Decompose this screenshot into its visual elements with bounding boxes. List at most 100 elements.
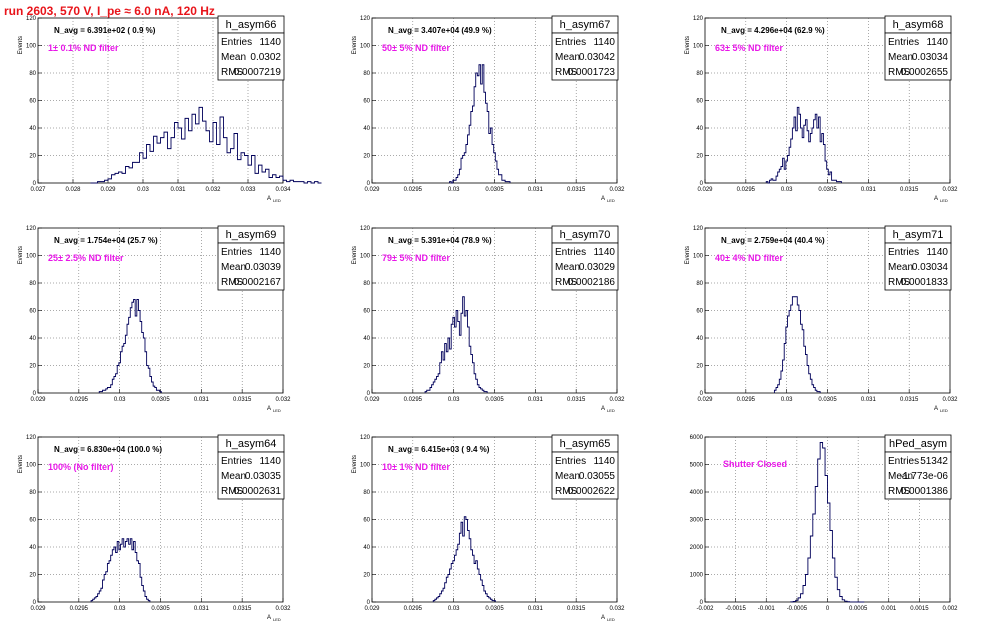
x-tick-label: 0.031	[861, 187, 877, 193]
stats-entries-value: 1140	[593, 456, 615, 467]
x-tick-label: 0.0305	[151, 606, 170, 612]
histogram-line	[90, 106, 322, 184]
y-axis-label: Events	[685, 36, 691, 54]
y-tick-label: 120	[26, 226, 37, 232]
x-tick-label: 0.029	[697, 187, 713, 193]
n-avg-label: N_avg = 5.391e+04 (78.9 %)	[388, 236, 492, 245]
x-tick-label: 0.032	[609, 187, 625, 193]
x-tick-label: 0.03	[781, 187, 793, 193]
y-tick-label: 100	[360, 254, 371, 260]
y-tick-label: 120	[360, 16, 371, 22]
stats-mean-label: Mean	[888, 52, 913, 63]
x-tick-label: 0.0305	[485, 187, 504, 193]
stats-entries-value: 1140	[926, 247, 948, 258]
y-tick-label: 0	[367, 600, 371, 606]
x-tick-label: 0.03	[448, 397, 460, 403]
x-axis-label-sub: LED	[607, 198, 615, 203]
x-tick-label: 0.031	[170, 187, 186, 193]
y-tick-label: 40	[29, 126, 36, 132]
histogram-line	[432, 516, 496, 602]
stats-entries-label: Entries	[221, 247, 252, 258]
x-tick-label: 0.03	[137, 187, 149, 193]
y-tick-label: 20	[696, 154, 703, 160]
x-tick-label: 0.0315	[233, 606, 252, 612]
x-tick-label: 0.0315	[567, 397, 586, 403]
stats-box	[217, 242, 285, 291]
x-tick-label: 0.0295	[70, 606, 89, 612]
x-tick-label: 0.0315	[233, 397, 252, 403]
y-tick-label: 100	[693, 254, 704, 260]
stats-rms-value: 0.0002167	[234, 277, 282, 288]
y-tick-label: 1000	[690, 573, 704, 579]
y-tick-label: 40	[696, 126, 703, 132]
x-tick-label: 0.0315	[567, 187, 586, 193]
stats-entries-label: Entries	[221, 37, 252, 48]
x-tick-label: 0.002	[942, 606, 958, 612]
x-axis-label: A	[267, 615, 271, 621]
x-tick-label: 0.029	[364, 397, 380, 403]
x-tick-label: 0.0305	[485, 606, 504, 612]
x-axis-label-sub: LED	[607, 617, 615, 622]
stats-entries-label: Entries	[888, 37, 919, 48]
x-tick-label: 0.032	[942, 397, 958, 403]
stats-rms-value: 0.0007219	[234, 67, 282, 78]
x-tick-label: 0.034	[275, 187, 291, 193]
histogram-line	[790, 442, 865, 603]
stats-rms-value: 0.0002186	[568, 277, 616, 288]
y-tick-label: 60	[29, 99, 36, 105]
stats-mean-value: 0.0302	[250, 52, 281, 63]
y-tick-label: 2000	[690, 545, 704, 551]
y-tick-label: 4000	[690, 490, 704, 496]
stats-mean-label: Mean	[888, 471, 913, 482]
stats-box	[884, 32, 952, 81]
x-tick-label: 0.03	[448, 606, 460, 612]
y-tick-label: 80	[363, 490, 370, 496]
x-tick-label: 0.0305	[818, 187, 837, 193]
histogram-name: h_asym68	[893, 19, 944, 31]
x-axis-label: A	[601, 196, 605, 202]
x-tick-label: 0.0295	[404, 397, 423, 403]
stats-mean-label: Mean	[555, 52, 580, 63]
n-avg-label: N_avg = 6.830e+04 (100.0 %)	[54, 445, 162, 454]
x-tick-label: 0.0315	[567, 606, 586, 612]
stats-rms-label: RMS	[221, 486, 244, 497]
y-tick-label: 100	[360, 463, 371, 469]
stats-box	[884, 242, 952, 291]
histogram-line	[90, 538, 151, 602]
x-tick-label: 0.0295	[404, 606, 423, 612]
y-tick-label: 0	[700, 600, 704, 606]
stats-entries-value: 1140	[593, 247, 615, 258]
histogram-panel: 0.029 0.0295 0.03 0.0305 0.031 0.0315 0.032 0 20…	[352, 434, 625, 622]
y-tick-label: 120	[360, 226, 371, 232]
y-tick-label: 3000	[690, 518, 704, 524]
y-tick-label: 40	[363, 126, 370, 132]
histogram-name: h_asym66	[226, 19, 277, 31]
x-tick-label: 0.029	[30, 397, 46, 403]
histogram-line	[765, 106, 842, 184]
histogram-panel: 0.029 0.0295 0.03 0.0305 0.031 0.0315 0.032 0 20…	[685, 15, 958, 203]
x-tick-label: 0.029	[30, 606, 46, 612]
stats-entries-value: 1140	[259, 37, 281, 48]
x-tick-label: 0.03	[114, 606, 126, 612]
stats-entries-label: Entries	[555, 456, 586, 467]
filter-label: 25± 2.5% ND filter	[48, 253, 124, 263]
y-tick-label: 20	[29, 364, 36, 370]
x-tick-label: 0.029	[697, 397, 713, 403]
stats-mean-value: 0.03029	[579, 262, 616, 273]
y-tick-label: 6000	[690, 435, 704, 441]
stats-entries-value: 1140	[259, 247, 281, 258]
histogram-panel: 0.029 0.0295 0.03 0.0305 0.031 0.0315 0.032 0 20…	[685, 225, 958, 413]
run-title: run 2603, 570 V, I_pe ≈ 6.0 nA, 120 Hz	[4, 4, 215, 18]
histogram-panel: 0.029 0.0295 0.03 0.0305 0.031 0.0315 0.032 0 20…	[352, 225, 625, 413]
y-tick-label: 40	[29, 336, 36, 342]
x-tick-label: 0.0005	[849, 606, 868, 612]
stats-rms-value: 0.0001833	[901, 277, 949, 288]
histogram-line	[424, 296, 488, 393]
y-tick-label: 0	[33, 391, 37, 397]
stats-rms-label: RMS	[555, 277, 578, 288]
stats-mean-value: 0.03055	[579, 471, 616, 482]
stats-mean-value: 0.03039	[245, 262, 282, 273]
x-tick-label: 0.032	[275, 606, 291, 612]
y-tick-label: 60	[363, 518, 370, 524]
